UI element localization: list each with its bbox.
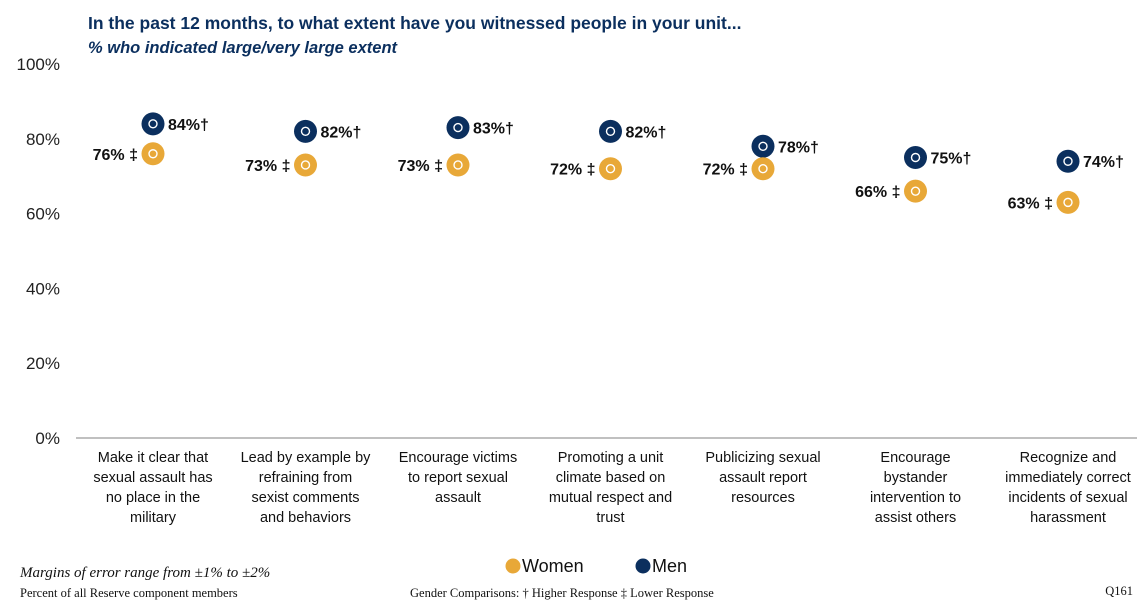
legend-men-label: Men (652, 556, 687, 576)
men-point (141, 112, 165, 136)
data-marks: 84%† 82%† 83%† 82%† 78%† 75%† 74%† 76% ‡ 73% ‡ 73… (93, 112, 1124, 214)
women-point-inner-ring (605, 164, 616, 174)
y-tick-label: 60% (26, 205, 60, 224)
men-point-inner-ring (910, 152, 921, 163)
y-tick-label: 20% (26, 354, 60, 373)
women-point (294, 153, 317, 177)
gender-comparisons-note: Gender Comparisons: † Higher Response ‡ … (410, 586, 714, 600)
x-axis-categories: Make it clear that sexual assault has no p… (93, 450, 1131, 526)
women-point (904, 179, 927, 203)
men-data-label: 84%† (168, 117, 209, 134)
y-tick-label: 100% (17, 55, 60, 74)
men-point-inner-ring (453, 122, 463, 133)
legend-women-label: Women (522, 556, 584, 576)
category-label: Make it clear that sexual assault has no p… (93, 450, 212, 526)
legend: Women Men (505, 556, 687, 576)
category-label: Publicizing sexual assault report resource… (705, 450, 820, 506)
men-point (904, 146, 927, 169)
men-point-inner-ring (148, 119, 158, 129)
women-point (141, 142, 165, 166)
women-point-inner-ring (1063, 197, 1073, 208)
chart-subtitle: % who indicated large/very large extent (88, 39, 399, 57)
question-id: Q161 (1105, 584, 1133, 598)
men-point (446, 116, 470, 140)
category-label: Promoting a unit climate based on mutual r… (549, 450, 672, 526)
men-point (599, 119, 622, 143)
category-label: Encourage victims to report sexual assault (399, 450, 517, 506)
women-point-inner-ring (300, 160, 311, 170)
men-data-label: 75%† (931, 151, 972, 168)
men-point (1056, 149, 1080, 173)
y-tick-label: 0% (35, 429, 60, 448)
legend-women-marker (505, 558, 521, 574)
women-point-inner-ring (453, 160, 463, 170)
population-note: Percent of all Reserve component members (20, 586, 238, 600)
legend-men-marker (635, 558, 651, 574)
men-point-inner-ring (758, 141, 768, 151)
women-point-inner-ring (910, 186, 921, 196)
women-data-label: 72% ‡ (550, 162, 595, 179)
men-data-label: 82%† (321, 124, 362, 141)
chart-title: In the past 12 months, to what extent ha… (88, 13, 741, 33)
margins-of-error-note: Margins of error range from ±1% to ±2% (19, 565, 270, 581)
women-point (599, 157, 622, 181)
y-tick-label: 40% (26, 279, 60, 298)
women-point (751, 157, 775, 181)
category-label: Encourage bystander intervention to assist … (870, 450, 961, 526)
men-point-inner-ring (300, 126, 311, 137)
men-point-inner-ring (605, 126, 616, 137)
women-data-label: 76% ‡ (93, 147, 138, 164)
women-point (1056, 190, 1080, 214)
men-data-label: 74%† (1083, 154, 1124, 171)
men-point (751, 134, 775, 158)
women-data-label: 73% ‡ (245, 158, 290, 175)
women-data-label: 63% ‡ (1008, 195, 1053, 212)
category-label: Recognize and immediately correct incident… (1005, 450, 1131, 526)
men-data-label: 83%† (473, 121, 514, 138)
men-point-inner-ring (1063, 156, 1073, 166)
y-axis: 0% 20% 40% 60% 80% 100% (17, 55, 60, 448)
women-point-inner-ring (148, 149, 158, 159)
women-data-label: 73% ‡ (398, 158, 443, 175)
women-point (446, 153, 470, 177)
y-tick-label: 80% (26, 130, 60, 149)
men-point (294, 119, 317, 143)
women-point-inner-ring (758, 164, 768, 174)
category-label: Lead by example by refraining from sexist … (241, 450, 372, 526)
men-data-label: 82%† (626, 124, 667, 141)
men-data-label: 78%† (778, 139, 819, 156)
women-data-label: 66% ‡ (855, 184, 900, 201)
women-data-label: 72% ‡ (703, 162, 748, 179)
